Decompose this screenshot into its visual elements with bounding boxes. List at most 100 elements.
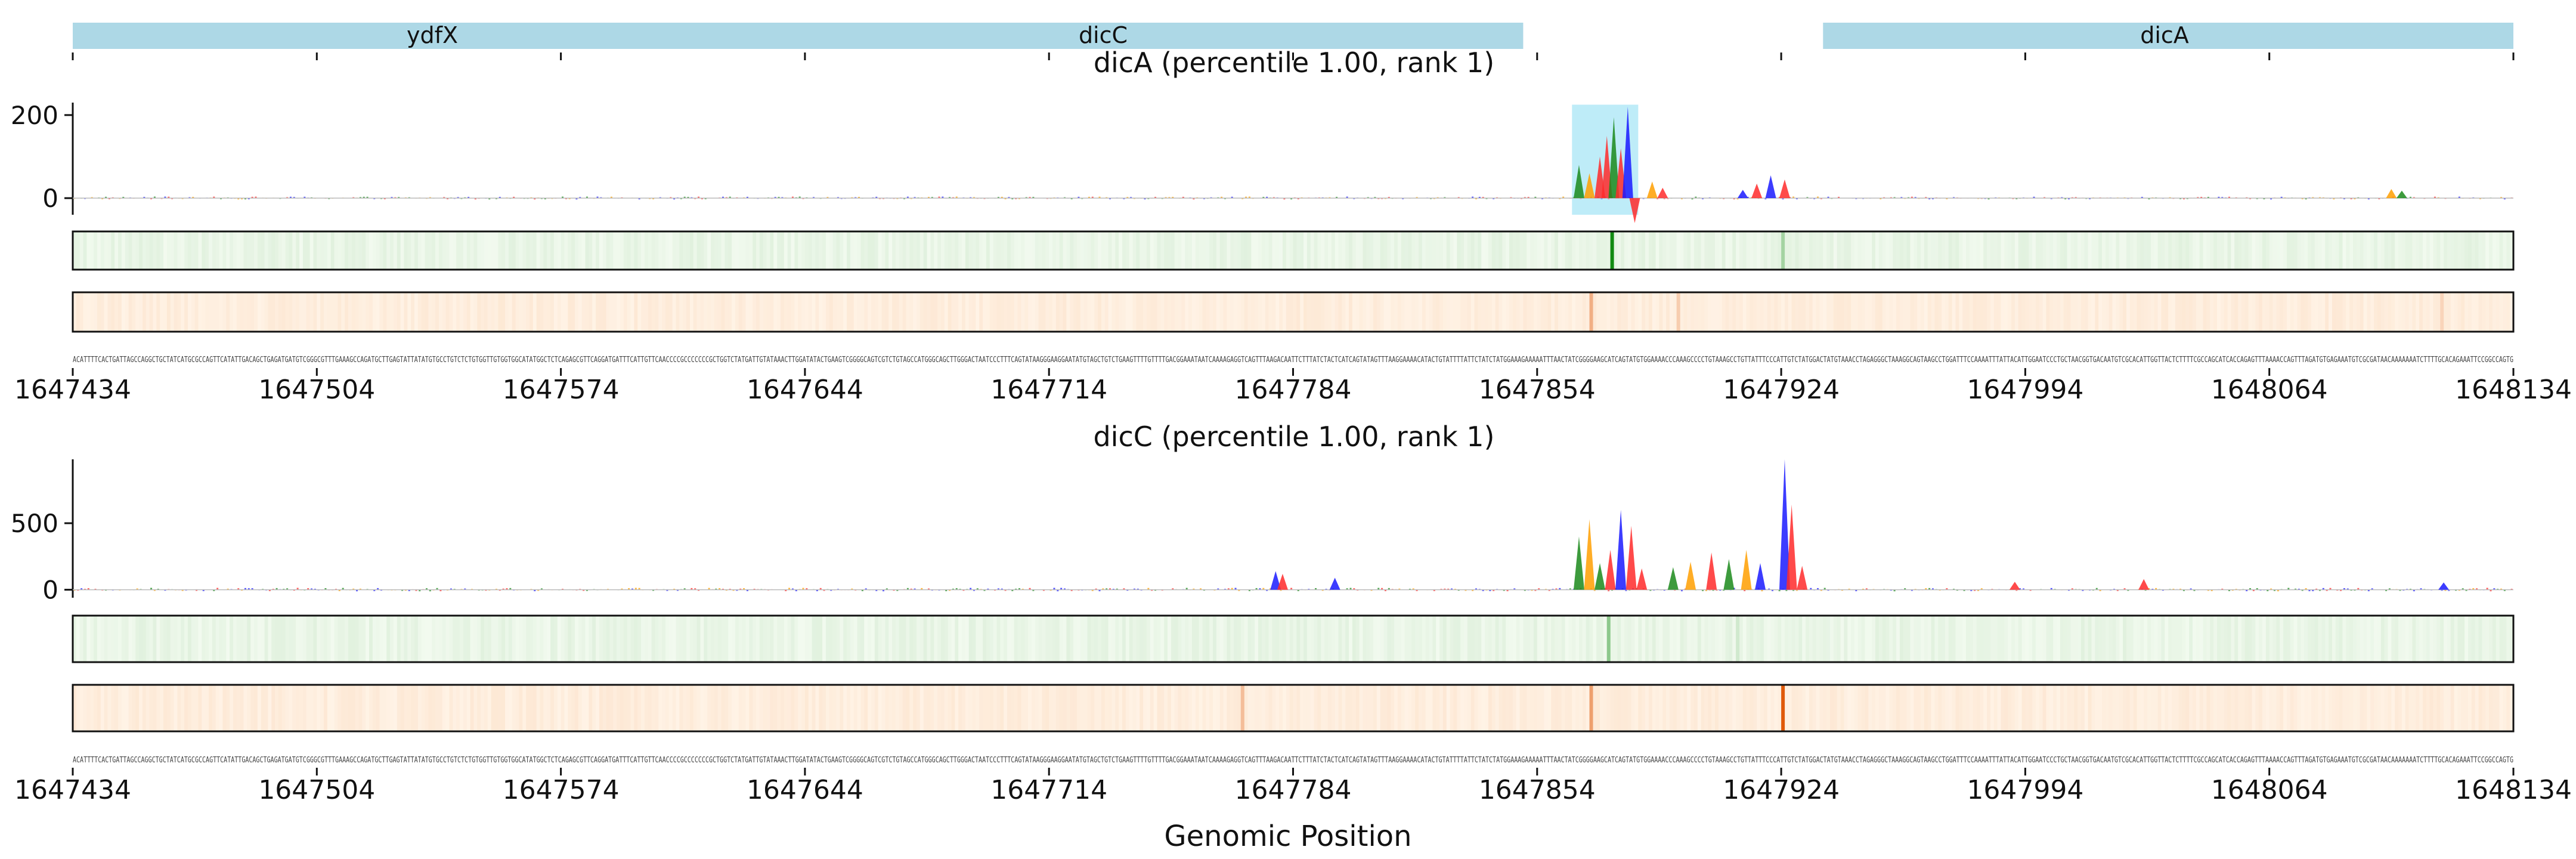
- orange-heatmap-cell: [917, 685, 921, 731]
- orange-heatmap-cell: [481, 685, 485, 731]
- green-heatmap-cell: [191, 231, 196, 270]
- green-heatmap-cell: [1938, 616, 1942, 662]
- y-tick-label: 0: [42, 184, 58, 213]
- orange-heatmap-cell: [1617, 685, 1621, 731]
- orange-heatmap-cell: [1265, 685, 1270, 731]
- orange-heatmap-cell: [2405, 292, 2410, 332]
- orange-heatmap-cell: [100, 685, 105, 731]
- orange-heatmap-cell: [868, 292, 872, 332]
- green-heatmap-cell: [630, 231, 634, 270]
- green-heatmap-cell: [156, 231, 160, 270]
- orange-heatmap-cell: [414, 685, 419, 731]
- dicC-panel: dicC (percentile 1.00, rank 1)0500ACATTT…: [11, 421, 2572, 805]
- orange-heatmap-cell: [2227, 685, 2231, 731]
- orange-heatmap-cell: [711, 292, 715, 332]
- orange-heatmap-cell: [1338, 685, 1342, 731]
- orange-heatmap-cell: [2363, 292, 2367, 332]
- green-heatmap-cell: [2346, 616, 2350, 662]
- orange-heatmap-cell: [97, 292, 101, 332]
- orange-heatmap-cell: [247, 292, 251, 332]
- green-heatmap-cell: [919, 616, 924, 662]
- orange-heatmap-cell: [345, 685, 349, 731]
- orange-heatmap-cell: [515, 685, 519, 731]
- orange-heatmap-cell: [383, 292, 387, 332]
- orange-heatmap-cell: [2457, 292, 2462, 332]
- orange-heatmap-cell: [1826, 685, 1831, 731]
- green-heatmap-cell: [1042, 616, 1046, 662]
- orange-heatmap-cell: [1310, 292, 1315, 332]
- orange-heatmap-cell: [1861, 685, 1865, 731]
- green-heatmap-cell: [1976, 616, 1980, 662]
- green-heatmap-cell: [2280, 231, 2284, 270]
- orange-heatmap-cell: [1185, 292, 1189, 332]
- orange-heatmap-cell: [976, 685, 980, 731]
- green-heatmap-cell: [212, 616, 216, 662]
- green-heatmap-cell: [1652, 231, 1657, 270]
- green-heatmap-cell: [1376, 231, 1381, 270]
- green-heatmap-cell: [1512, 231, 1517, 270]
- green-heatmap-cell: [2137, 231, 2141, 270]
- green-heatmap-cell: [1973, 231, 1977, 270]
- green-heatmap-cell: [1265, 616, 1270, 662]
- orange-heatmap-cell: [2457, 685, 2462, 731]
- green-heatmap-cell: [592, 616, 596, 662]
- orange-heatmap-cell: [2301, 685, 2305, 731]
- orange-heatmap-cell: [630, 685, 634, 731]
- orange-heatmap-cell: [111, 292, 115, 332]
- orange-heatmap-cell: [934, 292, 938, 332]
- orange-heatmap-cell: [704, 685, 708, 731]
- green-heatmap-cell: [1934, 231, 1939, 270]
- green-heatmap-cell: [2489, 231, 2493, 270]
- green-heatmap-cell: [557, 616, 562, 662]
- green-heatmap-cell: [704, 616, 708, 662]
- green-heatmap-cell: [1391, 616, 1395, 662]
- orange-heatmap-cell: [2272, 292, 2277, 332]
- orange-heatmap-cell: [2301, 292, 2305, 332]
- orange-heatmap-cell: [2293, 292, 2298, 332]
- green-heatmap-cell: [1317, 231, 1321, 270]
- green-heatmap-cell: [825, 231, 830, 270]
- orange-heatmap-cell: [1209, 685, 1213, 731]
- orange-heatmap-cell: [711, 685, 715, 731]
- green-heatmap-cell: [773, 616, 778, 662]
- green-heatmap-cell: [934, 231, 938, 270]
- green-heatmap-cell: [1237, 231, 1241, 270]
- attribution-peak: [1584, 173, 1595, 199]
- green-heatmap-cell: [749, 616, 753, 662]
- orange-heatmap-cell: [1076, 685, 1081, 731]
- green-heatmap-cell: [445, 616, 450, 662]
- orange-heatmap-cell: [1021, 685, 1025, 731]
- green-heatmap-cell: [1321, 231, 1325, 270]
- green-heatmap-cell: [2276, 616, 2280, 662]
- orange-heatmap-cell: [94, 292, 98, 332]
- orange-heatmap-cell: [1289, 292, 1293, 332]
- green-heatmap-cell: [2074, 231, 2078, 270]
- green-heatmap-cell: [1578, 231, 1583, 270]
- orange-heatmap-cell: [592, 292, 596, 332]
- orange-heatmap-cell: [1104, 292, 1109, 332]
- orange-heatmap-cell: [1446, 685, 1451, 731]
- orange-heatmap-cell: [2001, 292, 2005, 332]
- orange-heatmap-cell: [1453, 685, 1457, 731]
- green-heatmap-cell: [662, 616, 666, 662]
- green-heatmap-cell: [278, 616, 283, 662]
- orange-heatmap-cell: [1216, 685, 1221, 731]
- orange-heatmap-cell: [1746, 292, 1750, 332]
- green-heatmap-cell: [1593, 231, 1597, 270]
- green-heatmap-cell: [181, 616, 185, 662]
- orange-heatmap-cell: [2464, 685, 2469, 731]
- green-heatmap-cell: [1861, 616, 1865, 662]
- orange-heatmap-cell: [2353, 292, 2357, 332]
- green-heatmap-cell: [1621, 231, 1625, 270]
- orange-heatmap-cell: [79, 292, 84, 332]
- green-heatmap-cell: [1383, 231, 1388, 270]
- orange-heatmap-cell: [958, 685, 962, 731]
- green-heatmap-cell: [2165, 231, 2169, 270]
- green-heatmap-cell: [1906, 231, 1911, 270]
- green-heatmap-cell: [2318, 616, 2322, 662]
- green-heatmap-cell: [226, 616, 230, 662]
- orange-heatmap-cell: [1575, 292, 1580, 332]
- green-heatmap-cell: [958, 616, 962, 662]
- green-heatmap-cell: [620, 231, 624, 270]
- green-heatmap-cell: [1634, 231, 1639, 270]
